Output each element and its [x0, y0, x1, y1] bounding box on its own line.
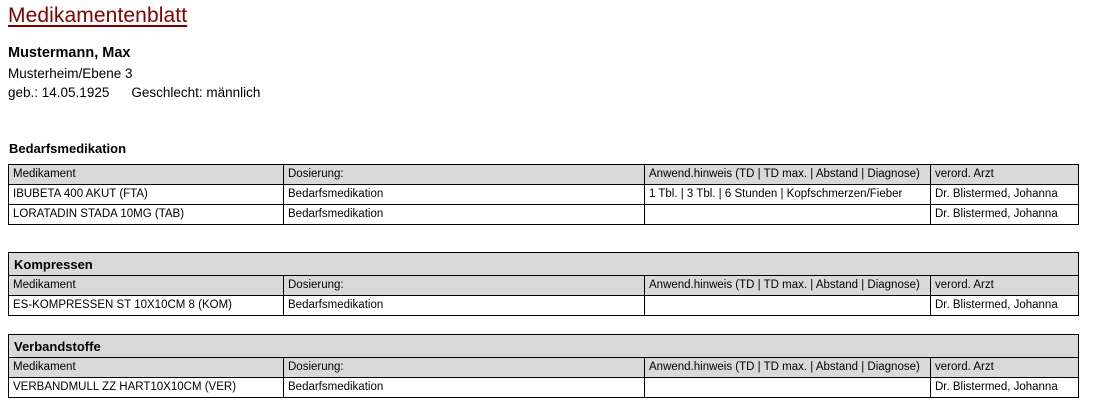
section-title-row: Kompressen	[8, 252, 1079, 276]
column-header-dosage: Dosierung:	[283, 357, 645, 378]
section-kompressen: Kompressen Medikament Dosierung: Anwend.…	[8, 252, 1079, 316]
cell-medication: VERBANDMULL ZZ HART10X10CM (VER)	[8, 377, 284, 398]
cell-usage: 1 Tbl. | 3 Tbl. | 6 Stunden | Kopfschmer…	[644, 184, 931, 205]
cell-doctor: Dr. Blistermed, Johanna	[930, 184, 1079, 205]
cell-usage	[644, 204, 931, 225]
section-bedarfsmedikation: Bedarfsmedikation Medikament Dosierung: …	[8, 141, 1079, 225]
cell-medication: IBUBETA 400 AKUT (FTA)	[8, 184, 284, 205]
patient-ward: Musterheim/Ebene 3	[8, 66, 133, 81]
column-header-doctor: verord. Arzt	[930, 275, 1079, 296]
cell-medication: LORATADIN STADA 10MG (TAB)	[8, 204, 284, 225]
section-title-row: Verbandstoffe	[8, 334, 1079, 358]
section-verbandstoffe: Verbandstoffe Medikament Dosierung: Anwe…	[8, 334, 1079, 398]
table-row: LORATADIN STADA 10MG (TAB) Bedarfsmedika…	[8, 204, 1079, 225]
cell-dosage: Bedarfsmedikation	[283, 204, 645, 225]
column-header-doctor: verord. Arzt	[930, 164, 1079, 185]
column-header-dosage: Dosierung:	[283, 164, 645, 185]
section-title: Kompressen	[8, 252, 1079, 276]
section-heading: Bedarfsmedikation	[9, 141, 127, 156]
cell-medication: ES-KOMPRESSEN ST 10X10CM 8 (KOM)	[8, 295, 284, 316]
cell-dosage: Bedarfsmedikation	[283, 295, 645, 316]
cell-dosage: Bedarfsmedikation	[283, 184, 645, 205]
cell-dosage: Bedarfsmedikation	[283, 377, 645, 398]
patient-name: Mustermann, Max	[8, 45, 131, 61]
table-row: ES-KOMPRESSEN ST 10X10CM 8 (KOM) Bedarfs…	[8, 295, 1079, 316]
patient-meta: geb.: 14.05.1925 Geschlecht: männlich	[8, 85, 260, 100]
column-header-medication: Medikament	[8, 275, 284, 296]
cell-usage	[644, 295, 931, 316]
patient-birthdate: geb.: 14.05.1925	[8, 85, 110, 100]
column-header-usage: Anwend.hinweis (TD | TD max. | Abstand |…	[644, 164, 931, 185]
page-title: Medikamentenblatt	[8, 4, 188, 27]
column-header-medication: Medikament	[8, 164, 284, 185]
cell-doctor: Dr. Blistermed, Johanna	[930, 204, 1079, 225]
column-header-usage: Anwend.hinweis (TD | TD max. | Abstand |…	[644, 275, 931, 296]
table-header-row: Medikament Dosierung: Anwend.hinweis (TD…	[8, 357, 1079, 378]
cell-doctor: Dr. Blistermed, Johanna	[930, 295, 1079, 316]
patient-sex: Geschlecht: männlich	[131, 85, 261, 100]
medication-table: Verbandstoffe Medikament Dosierung: Anwe…	[8, 334, 1079, 398]
column-header-usage: Anwend.hinweis (TD | TD max. | Abstand |…	[644, 357, 931, 378]
cell-usage	[644, 377, 931, 398]
column-header-medication: Medikament	[8, 357, 284, 378]
table-row: IBUBETA 400 AKUT (FTA) Bedarfsmedikation…	[8, 184, 1079, 205]
column-header-dosage: Dosierung:	[283, 275, 645, 296]
table-header-row: Medikament Dosierung: Anwend.hinweis (TD…	[8, 164, 1079, 185]
cell-doctor: Dr. Blistermed, Johanna	[930, 377, 1079, 398]
medication-table: Kompressen Medikament Dosierung: Anwend.…	[8, 252, 1079, 316]
table-header-row: Medikament Dosierung: Anwend.hinweis (TD…	[8, 275, 1079, 296]
section-title: Verbandstoffe	[8, 334, 1079, 358]
table-row: VERBANDMULL ZZ HART10X10CM (VER) Bedarfs…	[8, 377, 1079, 398]
medication-table: Medikament Dosierung: Anwend.hinweis (TD…	[8, 164, 1079, 225]
column-header-doctor: verord. Arzt	[930, 357, 1079, 378]
